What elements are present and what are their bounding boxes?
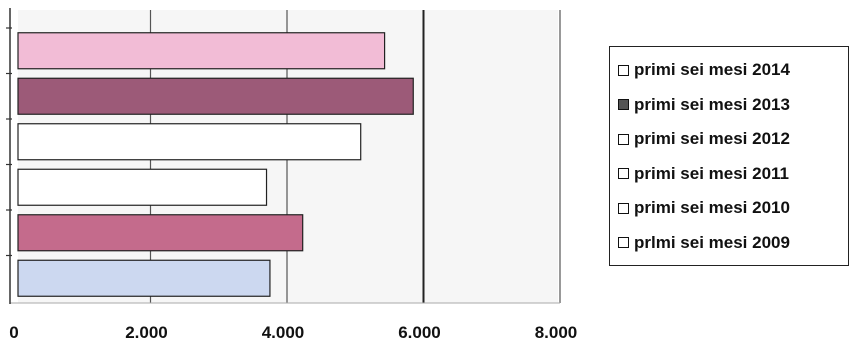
legend-swatch bbox=[618, 99, 629, 111]
bar bbox=[17, 214, 304, 252]
legend-swatch bbox=[618, 237, 629, 249]
bar bbox=[17, 77, 414, 115]
x-tick-label: 6.000 bbox=[398, 323, 441, 342]
legend-label: prlmi sei mesi 2009 bbox=[634, 232, 790, 252]
legend: primi sei mesi 2014 primi sei mesi 2013 … bbox=[609, 46, 849, 266]
legend-label: primi sei mesi 2010 bbox=[634, 198, 790, 218]
legend-swatch bbox=[618, 64, 629, 76]
x-tick-label: 2.000 bbox=[125, 323, 168, 342]
legend-item: prlmi sei mesi 2009 bbox=[618, 226, 848, 261]
legend-swatch bbox=[618, 168, 629, 180]
bar bbox=[17, 123, 362, 161]
legend-item: primi sei mesi 2011 bbox=[618, 157, 848, 192]
legend-item: primi sei mesi 2014 bbox=[618, 53, 848, 88]
legend-swatch bbox=[618, 133, 629, 145]
legend-item: primi sei mesi 2010 bbox=[618, 191, 848, 226]
legend-label: primi sei mesi 2012 bbox=[634, 129, 790, 149]
legend-label: primi sei mesi 2013 bbox=[634, 94, 790, 114]
bar bbox=[17, 32, 386, 70]
bar bbox=[17, 259, 271, 297]
x-tick-label: 8.000 bbox=[535, 323, 578, 342]
legend-item: primi sei mesi 2013 bbox=[618, 88, 848, 123]
bars bbox=[6, 27, 414, 297]
x-tick-label: 0 bbox=[9, 323, 18, 342]
x-axis-tick-labels: 0 2.000 4.000 6.000 8.000 bbox=[9, 323, 577, 342]
legend-label: primi sei mesi 2011 bbox=[634, 163, 789, 183]
legend-item: primi sei mesi 2012 bbox=[618, 122, 848, 157]
x-tick-label: 4.000 bbox=[262, 323, 305, 342]
bar bbox=[17, 168, 268, 206]
legend-swatch bbox=[618, 202, 629, 214]
legend-label: primi sei mesi 2014 bbox=[634, 60, 790, 80]
